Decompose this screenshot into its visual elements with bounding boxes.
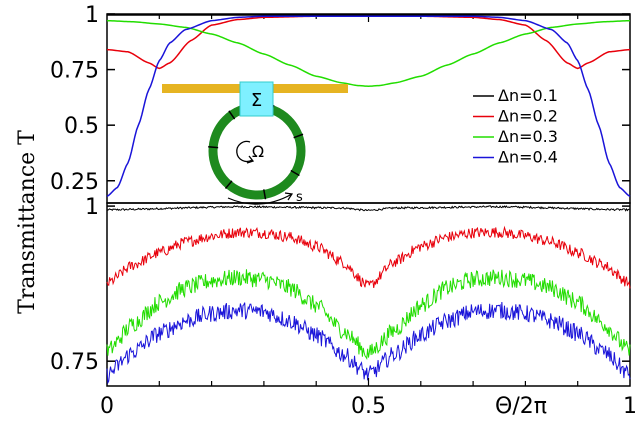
x-axis-label: Θ/2π [495, 394, 547, 419]
x-tick-label-2: 1 [623, 394, 637, 419]
ring-label: Ω [252, 142, 264, 161]
bottom-panel-ticks: 0.75 1 0 0.5 1 Θ/2π [50, 195, 637, 419]
bottom-series-2 [106, 269, 631, 361]
ring-mark-3 [208, 145, 219, 149]
ring-resonator-inset: Σ Ω s [162, 81, 348, 205]
top-y-tick-label-3: 1 [85, 3, 99, 28]
top-y-tick-label-2: 0.75 [50, 59, 99, 84]
bottom-series-3 [106, 302, 631, 385]
legend: Δn=0.1 Δn=0.2Δn=0.3 Δn=0.4 [473, 86, 558, 167]
x-tick-label-0: 0 [100, 394, 114, 419]
arc-length-arrow-icon [227, 193, 293, 205]
ring-mark-0 [290, 169, 300, 177]
arc-length-arrowhead-icon [284, 192, 294, 201]
top-panel-ticks: 0.25 0.5 0.75 1 [50, 3, 630, 195]
legend-label-1: Δn=0.2 [498, 107, 558, 126]
legend-label-2: Δn=0.3 [498, 127, 558, 146]
bottom-panel: 0.75 1 0 0.5 1 Θ/2π [50, 195, 637, 419]
legend-label-3: Δn=0.4 [498, 148, 558, 167]
ring-segment-marks [208, 104, 304, 200]
coupler-label: Σ [251, 90, 262, 111]
top-series-3 [106, 15, 631, 197]
ring-mark-6 [293, 133, 304, 139]
top-panel: 0.250.50.751 Σ Ω s Δn=0.1Δn=0.2Δn=0.3Δn=… [50, 3, 631, 205]
x-tick-label-1: 0.5 [351, 394, 386, 419]
legend-label-0: Δn=0.1 [498, 86, 558, 105]
ring-mark-1 [263, 189, 267, 200]
top-y-tick-label-1: 0.5 [64, 114, 99, 139]
ring-mark-2 [224, 180, 233, 190]
rotation-arrow-icon [236, 140, 253, 163]
bottom-panel-series [106, 205, 631, 385]
arc-length-label: s [296, 190, 303, 205]
bottom-series-0 [106, 205, 631, 212]
coupler-box [239, 81, 274, 117]
ring-mark-4 [228, 110, 236, 120]
bottom-panel-frame [106, 202, 631, 387]
top-series-2 [106, 19, 631, 88]
bottom-series-1 [106, 225, 631, 289]
bottom-y-tick-label-1: 1 [85, 195, 99, 220]
y-axis-label: Transmittance T [15, 130, 40, 314]
bottom-y-tick-label-0: 0.75 [50, 350, 99, 375]
top-y-tick-label-0: 0.25 [50, 170, 99, 195]
top-series-1 [106, 15, 631, 70]
top-panel-series [106, 14, 631, 197]
rotation-arrowhead-icon [246, 155, 255, 164]
